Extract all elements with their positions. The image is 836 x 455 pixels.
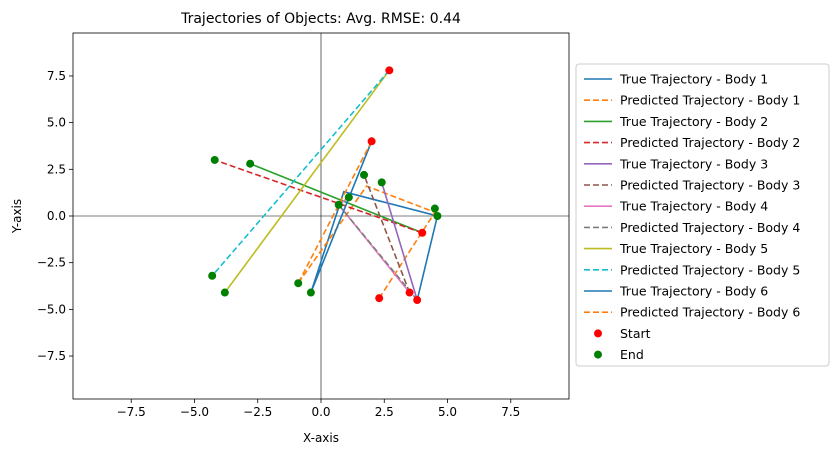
end-marker (360, 170, 369, 179)
series-line-6 (363, 174, 411, 293)
x-tick-label: −7.5 (117, 405, 146, 419)
end-marker (433, 212, 442, 220)
legend: True Trajectory - Body 1 Predicted Trajec… (575, 63, 830, 367)
reference-lines (73, 33, 569, 399)
series-line-8 (338, 204, 418, 301)
series-line-2 (297, 185, 437, 299)
y-axis-ticks: −7.5 −5.0 −2.5 0.0 2.5 5.0 7.5 (37, 69, 73, 363)
x-axis-ticks: −7.5 −5.0 −2.5 0.0 2.5 5.0 7.5 (117, 399, 520, 419)
legend-box (575, 63, 830, 367)
series-line-11 (310, 141, 373, 293)
series-layer (211, 69, 439, 301)
start-marker (375, 294, 384, 303)
end-marker (430, 204, 439, 213)
y-tick-label: −2.5 (37, 256, 66, 270)
end-marker (220, 288, 229, 297)
series-line-5 (380, 182, 418, 301)
end-marker (306, 288, 315, 297)
x-tick-label: −2.5 (243, 405, 272, 419)
legend-label: Predicted Trajectory - Body 5 (620, 262, 800, 277)
series-line-4 (214, 159, 423, 234)
start-marker (405, 288, 414, 297)
x-axis-label: X-axis (303, 431, 339, 445)
legend-label: Predicted Trajectory - Body 2 (620, 135, 800, 150)
y-tick-label: −5.0 (37, 302, 66, 316)
x-tick-label: 7.5 (501, 405, 520, 419)
end-marker (294, 279, 303, 288)
end-marker (208, 271, 217, 280)
legend-label: True Trajectory - Body 5 (619, 241, 768, 256)
legend-label: True Trajectory - Body 2 (619, 114, 768, 129)
plot-area (72, 32, 570, 400)
legend-label: Predicted Trajectory - Body 3 (620, 178, 800, 193)
marker-layer (208, 66, 442, 305)
series-line-9 (224, 69, 390, 294)
legend-label: True Trajectory - Body 3 (619, 156, 768, 171)
legend-label: True Trajectory - Body 4 (619, 199, 768, 214)
y-tick-label: 2.5 (47, 162, 66, 176)
chart-title: Trajectories of Objects: Avg. RMSE: 0.44 (180, 11, 461, 27)
start-marker (413, 296, 422, 305)
x-tick-label: 2.5 (375, 405, 394, 419)
start-marker (418, 228, 427, 237)
y-axis-label: Y-axis (10, 199, 24, 234)
y-tick-label: 5.0 (47, 116, 66, 130)
y-tick-label: 7.5 (47, 69, 66, 83)
legend-marker (594, 329, 602, 338)
y-tick-label: 0.0 (47, 209, 66, 223)
legend-label: True Trajectory - Body 1 (619, 72, 768, 87)
legend-label: Predicted Trajectory - Body 1 (620, 93, 800, 108)
end-marker (377, 178, 386, 187)
end-marker (344, 193, 353, 202)
legend-label: Predicted Trajectory - Body 4 (620, 220, 800, 235)
x-tick-label: −5.0 (180, 405, 209, 419)
x-tick-label: 0.0 (311, 405, 330, 419)
legend-label: Start (620, 326, 651, 341)
legend-label: End (620, 347, 644, 362)
end-marker (246, 159, 255, 168)
start-marker (367, 137, 376, 146)
end-marker (334, 200, 343, 209)
end-marker (210, 155, 219, 164)
y-tick-label: −7.5 (37, 349, 66, 363)
legend-marker (594, 350, 602, 359)
start-marker (385, 66, 394, 75)
series-line-10 (211, 69, 390, 277)
legend-label: True Trajectory - Body 6 (619, 284, 768, 299)
x-tick-label: 5.0 (438, 405, 457, 419)
legend-label: Predicted Trajectory - Body 6 (620, 305, 800, 320)
